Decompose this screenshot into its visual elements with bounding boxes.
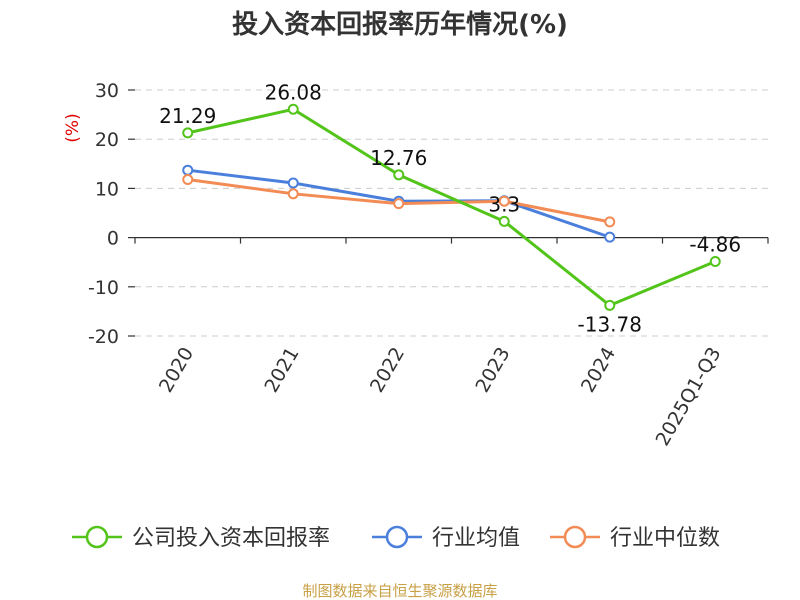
x-tick-label-2023: 2023 xyxy=(471,344,514,397)
x-tick-label-2025q1-q3: 2025Q1-Q3 xyxy=(652,344,726,450)
data-label-3: 3.3 xyxy=(488,192,520,216)
y-tick-label: -10 xyxy=(88,277,119,299)
data-point-1-1 xyxy=(287,177,299,189)
data-point-0-4 xyxy=(604,299,616,311)
legend-item-0[interactable]: 公司投入资本回报率 xyxy=(72,525,330,551)
y-axis-ticks: 30 20 10 0 -10 -20 xyxy=(88,80,135,348)
y-tick-label: 0 xyxy=(107,228,119,250)
source-note: 制图数据来自恒生聚源数据库 xyxy=(302,582,497,600)
legend-item-2[interactable]: 行业中位数 xyxy=(550,525,720,551)
data-point-2-0 xyxy=(182,174,194,186)
grid-lines xyxy=(135,89,768,337)
x-axis xyxy=(134,237,769,244)
data-label-5: -4.86 xyxy=(689,233,741,257)
series-lines xyxy=(182,103,721,311)
series-2 xyxy=(182,174,616,228)
data-label-4: -13.78 xyxy=(578,312,642,336)
legend-swatch-marker xyxy=(85,525,109,549)
data-point-2-2 xyxy=(393,198,405,210)
series-line-0 xyxy=(187,107,716,307)
y-tick-label: -20 xyxy=(88,326,119,348)
data-point-0-5 xyxy=(709,256,721,268)
legend-item-1[interactable]: 行业均值 xyxy=(372,525,520,551)
data-point-0-2 xyxy=(393,169,405,181)
data-point-2-4 xyxy=(604,216,616,228)
data-point-0-0 xyxy=(182,127,194,139)
chart-title: 投入资本回报率历年情况(%) xyxy=(232,9,568,40)
data-point-2-3 xyxy=(498,195,510,207)
data-point-0-1 xyxy=(287,103,299,115)
legend-label: 行业中位数 xyxy=(610,526,720,551)
y-tick-label: 10 xyxy=(95,178,119,200)
x-tick-label-2024: 2024 xyxy=(577,344,620,397)
y-tick-label: 30 xyxy=(95,80,119,102)
data-point-1-4 xyxy=(604,231,616,243)
data-label-2: 12.76 xyxy=(370,146,427,170)
legend-swatch-marker xyxy=(385,525,409,549)
data-labels: 21.29 26.08 12.76 3.3 -13.78 -4.86 xyxy=(159,80,741,336)
x-tick-label-2020: 2020 xyxy=(155,344,198,397)
x-tick-label-2022: 2022 xyxy=(366,344,409,397)
x-axis-ticks: 2020 2021 2022 2023 2024 2025Q1-Q3 xyxy=(155,344,726,450)
data-point-0-3 xyxy=(498,215,510,227)
series-0 xyxy=(182,103,721,311)
data-label-0: 21.29 xyxy=(159,104,216,128)
legend-label: 公司投入资本回报率 xyxy=(132,526,330,551)
y-axis-label: (%) xyxy=(63,113,83,142)
x-tick-label-2021: 2021 xyxy=(260,344,303,397)
legend-label: 行业均值 xyxy=(432,526,520,551)
legend: 公司投入资本回报率 行业均值 行业中位数 xyxy=(72,525,720,551)
data-point-1-0 xyxy=(182,164,194,176)
data-label-1: 26.08 xyxy=(265,80,322,104)
legend-swatch-marker xyxy=(563,525,587,549)
data-point-2-1 xyxy=(287,188,299,200)
y-tick-label: 20 xyxy=(95,129,119,151)
